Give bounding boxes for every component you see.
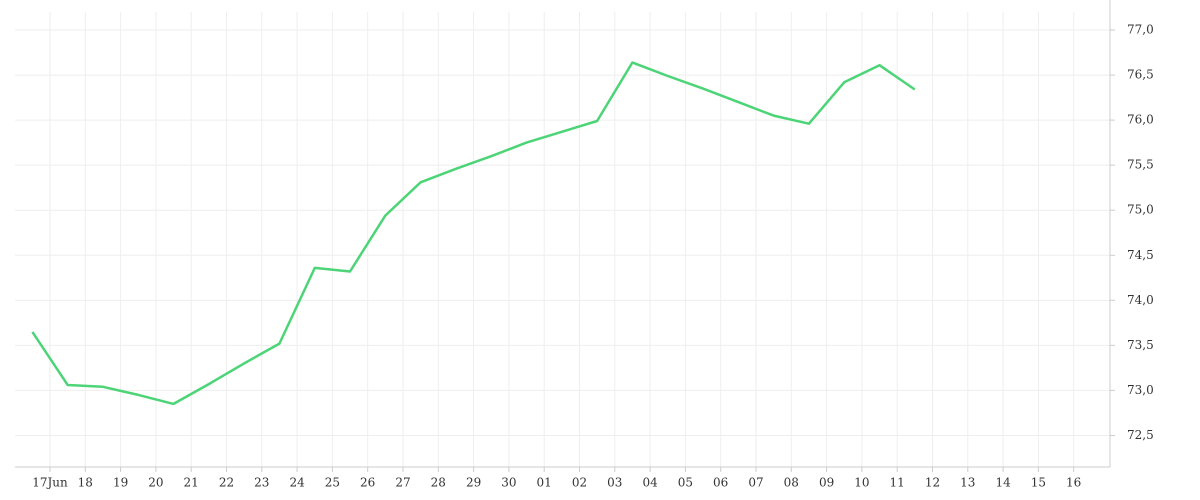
x-tick-label: 10 [854,476,869,490]
x-tick-label: 18 [78,476,93,490]
x-tick-label: 25 [325,476,340,490]
x-tick-label: 24 [289,476,305,490]
x-tick-label: 04 [642,476,658,490]
x-tick-label: 27 [395,476,410,490]
x-tick-label: 21 [184,476,199,490]
x-tick-label: 15 [1031,476,1046,490]
y-tick-label: 74,5 [1127,248,1154,262]
x-tick-label: 05 [678,476,693,490]
x-tick-label: 08 [784,476,799,490]
x-tick-label: 20 [148,476,163,490]
y-tick-label: 74,0 [1127,293,1154,307]
y-tick-label: 73,0 [1127,383,1154,397]
x-tick-label: 12 [925,476,940,490]
y-tick-label: 75,5 [1127,158,1154,172]
line [31,61,916,406]
x-tick-label: 07 [748,476,763,490]
y-tick-label: 75,0 [1127,203,1154,217]
x-tick-label: 13 [960,476,975,490]
x-tick-label: 17Jun [32,476,68,490]
x-tick-label: 30 [501,476,516,490]
y-tick-label: 76,5 [1127,68,1154,82]
y-tick-label: 72,5 [1127,428,1154,442]
x-tick-label: 02 [572,476,587,490]
x-tick-label: 26 [360,476,375,490]
x-tick-label: 01 [537,476,552,490]
x-tick-label: 11 [890,476,905,490]
x-tick-label: 03 [607,476,622,490]
x-tick-label: 19 [113,476,128,490]
y-tick-label: 73,5 [1127,338,1154,352]
x-tick-label: 23 [254,476,269,490]
x-tick-label: 16 [1066,476,1081,490]
x-tick-label: 06 [713,476,728,490]
y-tick-label: 77,0 [1127,23,1154,37]
x-tick-label: 29 [466,476,481,490]
y-tick-label: 76,0 [1127,113,1154,127]
x-tick-label: 14 [995,476,1011,490]
x-tick-label: 28 [431,476,446,490]
x-tick-label: 22 [219,476,234,490]
x-tick-label: 09 [819,476,834,490]
